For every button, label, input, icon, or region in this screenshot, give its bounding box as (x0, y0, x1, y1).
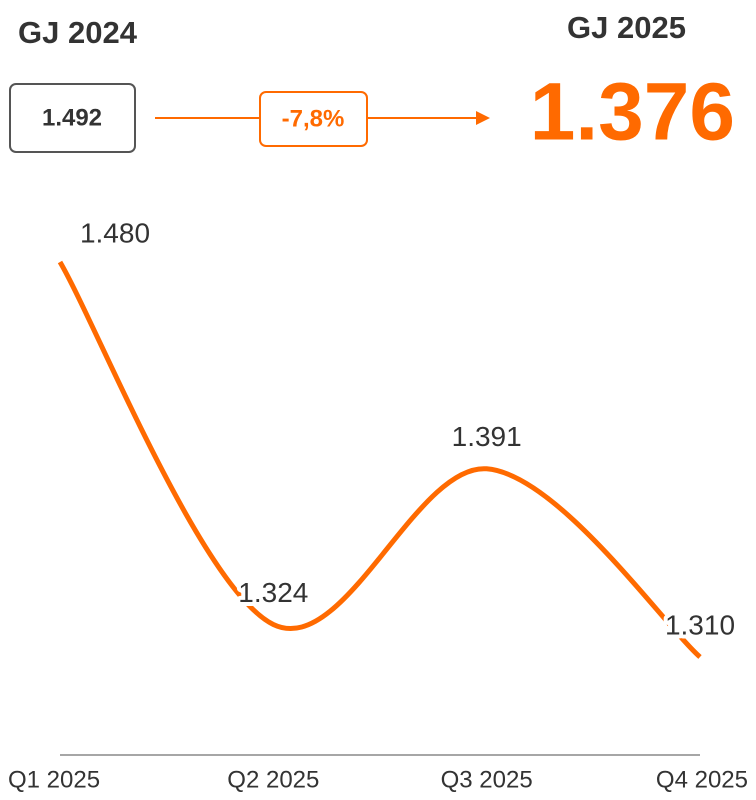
arrow-head (476, 111, 490, 125)
value-label: 1.480 (80, 217, 150, 248)
change-value: -7,8% (282, 105, 345, 132)
line (57, 260, 702, 659)
x-tick-label: Q1 2025 (8, 766, 100, 793)
value-label: 1.324 (238, 577, 308, 608)
value-label: 1.391 (452, 421, 522, 452)
previous-value: 1.492 (42, 104, 102, 131)
x-tick-label: Q2 2025 (227, 766, 319, 793)
x-tick-label: Q4 2025 (656, 766, 748, 793)
current-value: 1.376 (530, 67, 735, 158)
x-tick-label: Q3 2025 (441, 766, 533, 793)
value-label: 1.310 (665, 609, 735, 640)
previous-label: GJ 2024 (18, 15, 138, 50)
current-label: GJ 2025 (567, 10, 686, 45)
previous-box (9, 83, 136, 153)
